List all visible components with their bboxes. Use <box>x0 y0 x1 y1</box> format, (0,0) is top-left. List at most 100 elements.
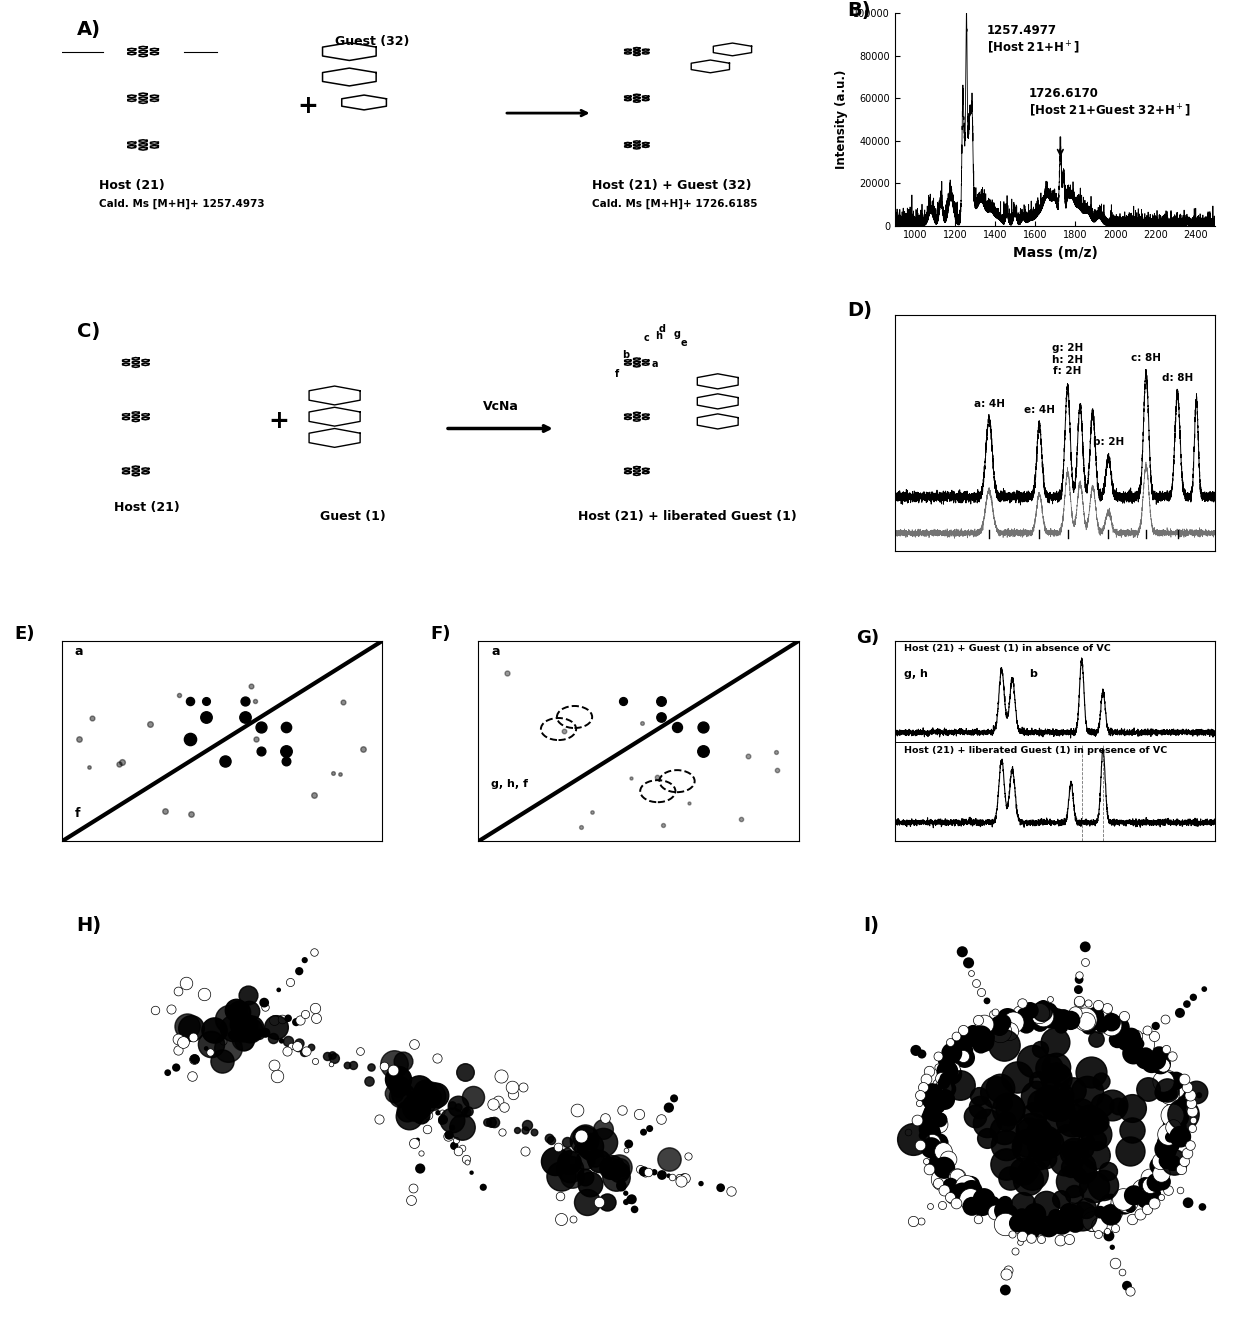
Point <box>241 1017 260 1039</box>
Point <box>422 1087 441 1108</box>
Point <box>112 752 131 773</box>
Point <box>923 1088 942 1109</box>
Point <box>923 1132 942 1153</box>
Point <box>1039 1000 1059 1021</box>
Text: Host (21) + liberated Guest (1): Host (21) + liberated Guest (1) <box>578 510 796 523</box>
Point <box>651 706 671 728</box>
Point <box>1019 1120 1039 1141</box>
Point <box>635 1163 655 1184</box>
Point <box>1122 1097 1142 1119</box>
Text: F): F) <box>430 625 451 643</box>
Point <box>1069 992 1089 1013</box>
Point <box>963 1021 983 1043</box>
Point <box>397 1100 417 1121</box>
Point <box>474 1176 494 1197</box>
Point <box>410 1157 430 1179</box>
Point <box>946 1192 966 1214</box>
Point <box>610 1161 630 1183</box>
Point <box>665 1088 684 1109</box>
Point <box>1115 1193 1135 1215</box>
Point <box>1154 1081 1174 1103</box>
Point <box>595 1107 615 1128</box>
Point <box>244 690 264 712</box>
Point <box>559 1151 579 1172</box>
Point <box>1071 1206 1091 1227</box>
Point <box>606 1167 626 1188</box>
Point <box>921 1137 941 1159</box>
Point <box>181 804 201 825</box>
Text: C): C) <box>77 322 100 342</box>
Point <box>420 1085 440 1107</box>
Point <box>1050 1099 1070 1120</box>
Point <box>353 738 373 760</box>
Point <box>1193 1196 1213 1218</box>
Text: b: b <box>622 350 629 359</box>
Point <box>451 1137 471 1159</box>
Point <box>1025 1104 1045 1125</box>
Point <box>1029 1003 1049 1024</box>
Point <box>322 762 342 784</box>
Point <box>959 1184 978 1206</box>
Point <box>1095 1219 1115 1240</box>
Point <box>443 1095 463 1116</box>
Point <box>977 1128 997 1149</box>
Point <box>1168 1124 1188 1145</box>
Point <box>69 728 89 749</box>
Point <box>667 717 687 738</box>
Point <box>1069 965 1089 987</box>
Point <box>968 1208 988 1230</box>
Point <box>503 1084 523 1105</box>
Point <box>651 1108 671 1129</box>
Point <box>926 1152 946 1173</box>
Point <box>630 1159 650 1180</box>
Point <box>994 1200 1014 1222</box>
Point <box>1102 1236 1122 1258</box>
Point <box>568 1137 588 1159</box>
Point <box>1007 1067 1027 1088</box>
Point <box>1079 992 1099 1013</box>
Point <box>1120 1280 1140 1302</box>
Point <box>1032 1000 1052 1021</box>
Point <box>288 1037 308 1059</box>
Point <box>1064 1184 1084 1206</box>
Text: g: 2H
h: 2H
f: 2H: g: 2H h: 2H f: 2H <box>1052 343 1084 376</box>
Point <box>930 1140 950 1161</box>
Point <box>1157 1151 1177 1172</box>
Point <box>1021 1000 1040 1021</box>
Point <box>554 720 574 741</box>
Point <box>1039 1057 1059 1079</box>
Point <box>374 1056 394 1077</box>
Point <box>1122 1033 1142 1055</box>
Point <box>1135 1173 1154 1195</box>
Text: +: + <box>298 93 319 117</box>
Point <box>1050 1105 1070 1127</box>
Y-axis label: Intensity (a.u.): Intensity (a.u.) <box>835 69 848 170</box>
Point <box>405 1096 425 1117</box>
Point <box>1069 979 1089 1000</box>
Point <box>408 1129 428 1151</box>
Point <box>603 1156 622 1177</box>
Text: G): G) <box>857 629 879 647</box>
Text: Guest (32): Guest (32) <box>335 35 409 48</box>
Point <box>1156 1139 1176 1160</box>
Text: Host (21): Host (21) <box>99 179 165 192</box>
Point <box>433 1109 453 1131</box>
Point <box>1040 989 1060 1011</box>
Point <box>934 1157 954 1179</box>
Point <box>539 1128 559 1149</box>
Point <box>1158 1068 1178 1089</box>
Point <box>1171 1003 1190 1024</box>
Point <box>1157 1039 1177 1060</box>
Point <box>1145 1175 1164 1196</box>
Point <box>1171 1125 1190 1147</box>
Point <box>616 1139 636 1160</box>
Point <box>621 768 641 789</box>
Point <box>911 1044 931 1065</box>
Point <box>507 1119 527 1140</box>
Point <box>1153 1055 1173 1076</box>
Text: h: h <box>655 331 662 340</box>
Point <box>992 1015 1012 1036</box>
Point <box>572 816 591 837</box>
Point <box>920 1127 940 1148</box>
Point <box>998 1009 1018 1031</box>
